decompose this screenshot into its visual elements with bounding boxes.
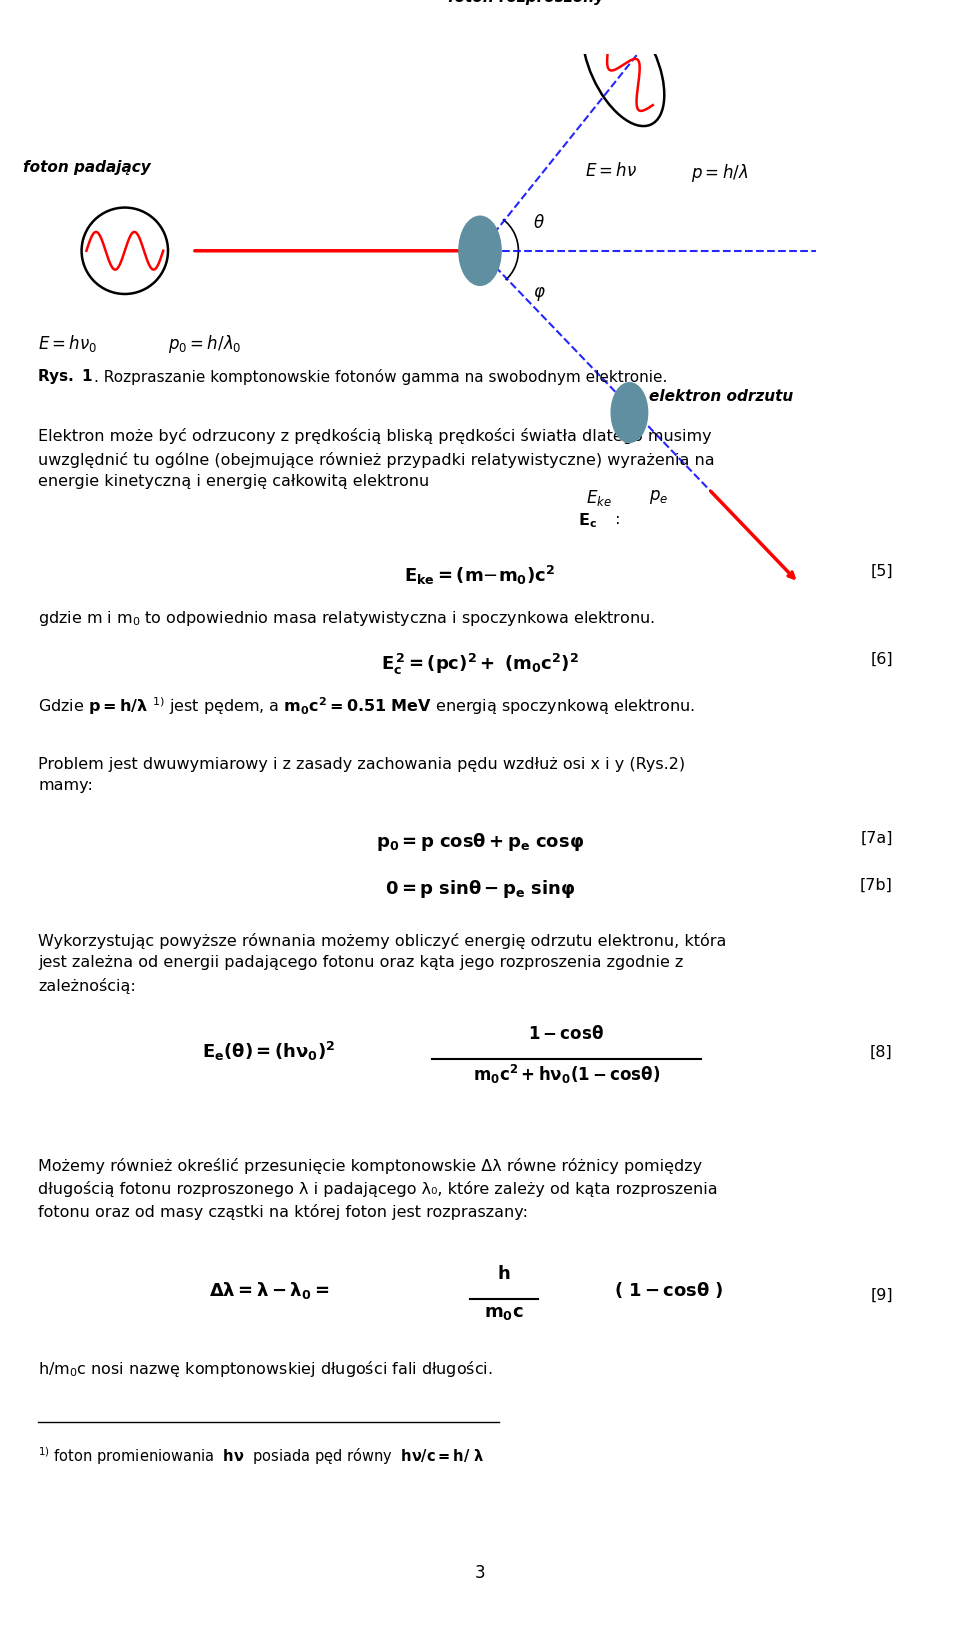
Text: $^{1)}$ foton promieniowania  $\mathbf{h\nu}$  posiada pęd równy  $\mathbf{h\nu/: $^{1)}$ foton promieniowania $\mathbf{h\… (38, 1446, 485, 1467)
Circle shape (612, 382, 648, 442)
Text: $\mathbf{m_0c^2 + h\nu_0(1-cos\theta)}$: $\mathbf{m_0c^2 + h\nu_0(1-cos\theta)}$ (472, 1063, 660, 1086)
Text: [8]: [8] (870, 1046, 893, 1060)
Text: foton rozproszony: foton rozproszony (448, 0, 604, 5)
Text: Wykorzystując powyższe równania możemy obliczyć energię odrzutu elektronu, która: Wykorzystując powyższe równania możemy o… (38, 933, 727, 993)
Text: :: : (610, 512, 620, 527)
Text: $\mathbf{E_c^{\,2} = (pc)^2 + \ (m_0c^2)^2}$: $\mathbf{E_c^{\,2} = (pc)^2 + \ (m_0c^2)… (381, 652, 579, 676)
Text: Możemy również określić przesunięcie komptonowskie Δλ równe różnicy pomiędzy
dłu: Możemy również określić przesunięcie kom… (38, 1158, 718, 1220)
Text: [6]: [6] (870, 652, 893, 667)
Text: Problem jest dwuwymiarowy i z zasady zachowania pędu wzdłuż osi x i y (Rys.2)
ma: Problem jest dwuwymiarowy i z zasady zac… (38, 756, 685, 793)
Text: $p_e$: $p_e$ (649, 488, 668, 506)
Text: 3: 3 (474, 1564, 486, 1582)
Text: $\mathbf{(\ 1 - cos\theta\ )}$: $\mathbf{(\ 1 - cos\theta\ )}$ (614, 1280, 724, 1301)
Text: elektron odrzutu: elektron odrzutu (649, 389, 793, 405)
Text: $p = h/\lambda$: $p = h/\lambda$ (690, 163, 748, 184)
Text: $E = h\nu_0$: $E = h\nu_0$ (38, 332, 98, 353)
Text: h/m$_0$c nosi nazwę komptonowskiej długości fali długości.: h/m$_0$c nosi nazwę komptonowskiej długo… (38, 1359, 493, 1379)
Text: gdzie m i m$_0$ to odpowiednio masa relatywistyczna i spoczynkowa elektronu.: gdzie m i m$_0$ to odpowiednio masa rela… (38, 610, 656, 628)
Text: foton padający: foton padający (22, 161, 151, 176)
Text: Rys.: Rys. (38, 369, 80, 384)
Text: $p_0 = h/\lambda_0$: $p_0 = h/\lambda_0$ (168, 332, 242, 354)
Text: [7a]: [7a] (860, 831, 893, 846)
Text: $\varphi$: $\varphi$ (533, 285, 545, 304)
Text: [5]: [5] (870, 564, 893, 579)
Text: . Rozpraszanie komptonowskie fotonów gamma na swobodnym elektronie.: . Rozpraszanie komptonowskie fotonów gam… (94, 369, 667, 385)
Circle shape (459, 216, 501, 285)
Text: $E_{ke}$: $E_{ke}$ (587, 488, 612, 507)
Text: $\mathbf{E_{ke} = (m\mathrm{-}m_0)c^2}$: $\mathbf{E_{ke} = (m\mathrm{-}m_0)c^2}$ (404, 564, 556, 587)
Text: $\mathbf{\Delta\lambda = \lambda - \lambda_0 =}$: $\mathbf{\Delta\lambda = \lambda - \lamb… (208, 1280, 329, 1301)
Text: $\mathbf{E_e(\theta) = (h\nu_0)^2}$: $\mathbf{E_e(\theta) = (h\nu_0)^2}$ (203, 1039, 335, 1063)
Text: $\theta$: $\theta$ (533, 215, 544, 233)
Text: $\mathbf{h}$: $\mathbf{h}$ (497, 1265, 511, 1283)
Text: Elektron może być odrzucony z prędkością bliską prędkości światła dlatego musimy: Elektron może być odrzucony z prędkością… (38, 428, 715, 489)
Text: $\mathbf{m_0c}$: $\mathbf{m_0c}$ (484, 1304, 524, 1322)
Text: [9]: [9] (870, 1288, 893, 1302)
Text: $\mathbf{p_0 = p\ cos\theta + p_e\ cos\varphi}$: $\mathbf{p_0 = p\ cos\theta + p_e\ cos\v… (376, 831, 584, 852)
Text: [7b]: [7b] (860, 878, 893, 893)
Text: 1: 1 (82, 369, 92, 384)
Text: $\mathbf{1 - cos\theta}$: $\mathbf{1 - cos\theta}$ (528, 1024, 605, 1042)
Text: $\mathbf{0 = p\ sin\theta - p_e\ sin\varphi}$: $\mathbf{0 = p\ sin\theta - p_e\ sin\var… (385, 878, 575, 899)
Text: $\mathbf{E_c}$: $\mathbf{E_c}$ (578, 512, 597, 530)
Text: Gdzie $\mathbf{p = h / \lambda}$ $^{1)}$ jest pędem, a $\mathbf{m_0c^2 = 0.51\ M: Gdzie $\mathbf{p = h / \lambda}$ $^{1)}$… (38, 696, 695, 717)
Text: $E = h\nu$: $E = h\nu$ (585, 163, 637, 180)
